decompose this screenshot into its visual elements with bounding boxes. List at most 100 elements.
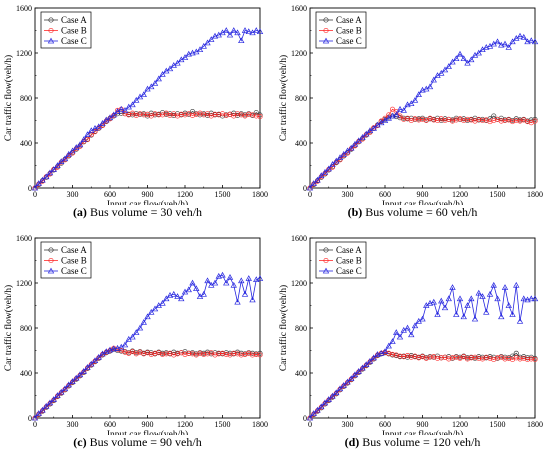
y-tick-label-d-0: 0 bbox=[303, 414, 307, 423]
y-tick-label-d-4: 1600 bbox=[291, 234, 307, 243]
data-point-case-a-c-60 bbox=[257, 350, 263, 356]
data-point-case-c-d-3 bbox=[318, 403, 325, 410]
data-point-case-b-d-24 bbox=[397, 353, 403, 359]
data-point-case-b-d-43 bbox=[468, 355, 474, 361]
legend-label-case-c-c: Case C bbox=[61, 266, 87, 276]
data-point-case-b-d-57 bbox=[521, 355, 527, 361]
data-point-case-b-c-7 bbox=[58, 390, 64, 396]
data-point-case-c-d-22 bbox=[389, 338, 396, 344]
data-point-case-c-a-5 bbox=[50, 166, 57, 172]
legend-marker-case-b-a bbox=[48, 27, 54, 34]
data-point-case-a-b-55 bbox=[513, 116, 519, 122]
data-point-case-b-c-14 bbox=[84, 365, 91, 371]
y-tick-label-b-4: 1600 bbox=[291, 4, 307, 13]
data-point-case-c-c-11 bbox=[73, 374, 80, 381]
data-point-case-c-b-17 bbox=[370, 125, 377, 131]
x-tick-label-c-4: 1200 bbox=[177, 420, 193, 429]
data-point-case-b-c-13 bbox=[81, 369, 87, 375]
data-point-case-a-a-30 bbox=[144, 113, 151, 119]
data-point-case-b-d-9 bbox=[341, 383, 347, 389]
data-point-case-b-b-36 bbox=[442, 117, 448, 124]
data-point-case-c-b-29 bbox=[415, 91, 422, 98]
data-point-case-c-a-53 bbox=[230, 27, 237, 33]
legend-marker-case-c-b bbox=[322, 37, 330, 44]
data-point-case-c-d-47 bbox=[483, 308, 490, 315]
data-point-case-b-c-4 bbox=[47, 400, 53, 406]
y-tick-label-a-4: 1600 bbox=[16, 4, 32, 13]
data-point-case-c-d-11 bbox=[348, 375, 355, 382]
chart-panel-a: 0 300 600 900 1200 1500 1800 0 400 800 1200 1600 Inp… bbox=[0, 0, 275, 230]
data-point-case-c-d-37 bbox=[445, 295, 452, 302]
legend-marker-case-a-b bbox=[323, 17, 329, 23]
series-line-case-c-b bbox=[309, 35, 536, 189]
data-point-case-c-a-32 bbox=[151, 80, 159, 86]
data-point-case-c-d-39 bbox=[453, 311, 460, 317]
data-point-case-b-a-59 bbox=[253, 113, 259, 119]
x-tick-label-a-6: 1800 bbox=[252, 190, 268, 199]
data-point-case-b-d-45 bbox=[476, 355, 482, 361]
data-point-case-b-c-5 bbox=[51, 397, 57, 403]
data-point-case-b-a-24 bbox=[122, 111, 128, 117]
data-point-case-b-b-18 bbox=[374, 123, 381, 129]
y-tick-label-a-0: 0 bbox=[28, 184, 32, 193]
data-point-case-b-a-42 bbox=[189, 112, 196, 118]
data-point-case-c-c-49 bbox=[215, 272, 222, 279]
data-point-case-c-b-50 bbox=[494, 38, 501, 45]
data-point-case-b-a-16 bbox=[92, 129, 98, 135]
data-point-case-c-b-15 bbox=[363, 130, 370, 137]
chart-panel-b: 0 300 600 900 1200 1500 1800 0 400 800 1200 1600 Inp… bbox=[275, 0, 550, 230]
data-point-case-c-b-54 bbox=[509, 38, 516, 45]
data-point-case-c-a-20 bbox=[106, 114, 114, 121]
series-case-c-a bbox=[31, 27, 264, 191]
data-point-case-c-c-59 bbox=[253, 276, 260, 283]
caption-c: (c) Bus volume = 90 veh/h bbox=[0, 435, 275, 450]
legend-label-case-a-b: Case A bbox=[336, 15, 362, 25]
data-point-case-b-b-43 bbox=[468, 117, 474, 123]
data-point-case-c-d-41 bbox=[460, 313, 467, 320]
series-line-case-c-a bbox=[34, 29, 261, 189]
data-point-case-b-b-33 bbox=[431, 117, 437, 123]
data-point-case-c-d-45 bbox=[475, 289, 482, 296]
data-point-case-c-b-41 bbox=[460, 55, 467, 62]
y-tick-label-b-3: 1200 bbox=[291, 49, 307, 58]
data-point-case-c-c-6 bbox=[54, 392, 61, 398]
data-point-case-c-d-23 bbox=[393, 329, 400, 335]
legend-marker-case-a-c bbox=[48, 247, 54, 253]
chart-panel-d: 0 300 600 900 1200 1500 1800 0 400 800 1200 1600 Inp… bbox=[275, 230, 550, 460]
y-tick-label-b-1: 400 bbox=[295, 139, 307, 148]
data-point-case-b-a-51 bbox=[223, 112, 229, 118]
data-point-case-c-a-31 bbox=[148, 83, 155, 90]
data-point-case-a-a-53 bbox=[231, 110, 237, 116]
data-point-case-a-a-40 bbox=[182, 110, 188, 116]
data-point-case-c-a-4 bbox=[46, 169, 54, 176]
legend-label-case-c-b: Case C bbox=[336, 36, 362, 46]
data-point-case-b-c-10 bbox=[69, 379, 76, 385]
data-point-case-b-d-10 bbox=[344, 380, 351, 386]
data-point-case-c-b-53 bbox=[505, 44, 512, 50]
x-tick-label-a-1: 300 bbox=[67, 190, 79, 199]
data-point-case-b-b-42 bbox=[464, 116, 471, 122]
data-point-case-c-a-7 bbox=[58, 158, 65, 164]
data-point-case-c-b-6 bbox=[329, 161, 336, 167]
data-point-case-c-d-24 bbox=[396, 333, 404, 340]
data-point-case-c-c-50 bbox=[219, 271, 226, 278]
data-point-case-c-c-48 bbox=[211, 279, 219, 286]
x-tick-label-a-2: 600 bbox=[104, 190, 116, 199]
data-point-case-c-a-9 bbox=[65, 150, 72, 157]
data-point-case-a-d-46 bbox=[479, 354, 486, 360]
data-point-case-c-d-42 bbox=[464, 302, 471, 308]
data-point-case-b-d-4 bbox=[322, 400, 328, 406]
data-point-case-c-b-1 bbox=[310, 180, 317, 186]
data-point-case-c-c-32 bbox=[151, 305, 159, 312]
data-point-case-b-c-31 bbox=[148, 351, 154, 357]
data-point-case-c-a-11 bbox=[73, 144, 80, 150]
data-point-case-c-d-10 bbox=[344, 378, 351, 385]
legend-marker-case-b-d bbox=[323, 257, 329, 264]
data-point-case-a-a-60 bbox=[257, 112, 263, 118]
legend-marker-case-a-d bbox=[323, 247, 329, 253]
data-point-case-b-b-1 bbox=[311, 181, 317, 187]
data-point-case-a-a-59 bbox=[253, 110, 259, 116]
y-tick-label-d-3: 1200 bbox=[291, 279, 307, 288]
data-point-case-a-c-52 bbox=[227, 350, 233, 356]
